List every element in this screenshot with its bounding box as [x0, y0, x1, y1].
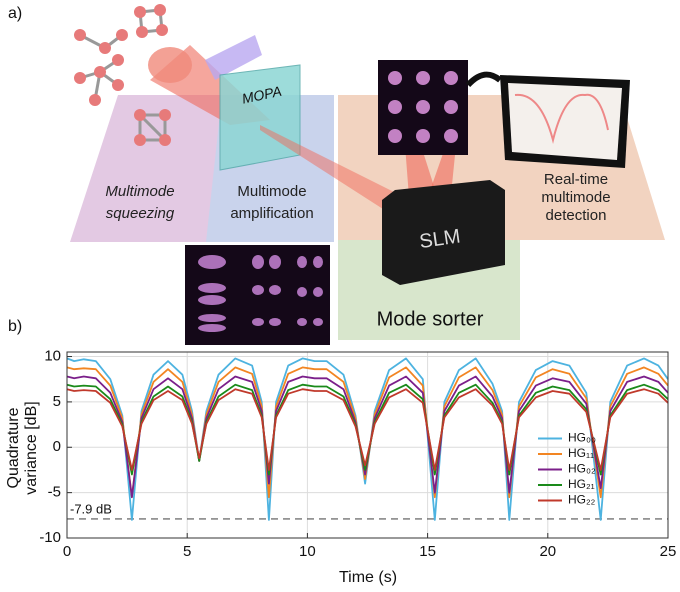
detection-label: multimode	[541, 189, 610, 206]
plot-area	[67, 352, 668, 538]
squeezing-label: squeezing	[106, 205, 175, 222]
y-axis-label: Quadrature	[5, 407, 22, 488]
atoms	[74, 4, 171, 146]
legend-label: HG₀₂	[568, 462, 596, 476]
mode-spots	[388, 71, 458, 143]
detection-label: Real-time	[544, 171, 608, 188]
panel-label: b)	[8, 318, 22, 335]
x-tick-label: 15	[419, 543, 436, 560]
detection-label: detection	[546, 207, 607, 224]
x-tick-label: 20	[539, 543, 556, 560]
series-line	[66, 388, 669, 471]
screen-display	[508, 83, 622, 160]
chart: b) Time (s) Quadrature variance [dB] 0 5 1…	[5, 318, 676, 586]
beam	[260, 125, 410, 220]
x-axis-label: Time (s)	[339, 569, 397, 586]
legend-label: HG₀₀	[568, 431, 596, 445]
slm	[382, 180, 505, 285]
pump-beam	[205, 35, 262, 80]
series-line	[66, 383, 669, 476]
screen-trace	[514, 93, 609, 144]
mopa-crystal	[219, 64, 301, 171]
mode-patterns	[198, 255, 323, 332]
reference-label: -7.9 dB	[70, 501, 112, 516]
amplification-label: Multimode	[237, 183, 306, 200]
legend-label: HG₂₁	[568, 477, 595, 491]
y-tick-label: 0	[53, 438, 61, 455]
y-tick-label: -10	[39, 529, 61, 546]
squeezing-panel	[70, 95, 222, 242]
diagram: a) MOPA	[8, 4, 665, 345]
x-tick-label: 10	[299, 543, 316, 560]
legend-label: HG₂₂	[568, 493, 596, 507]
series-line	[66, 357, 669, 521]
series-line	[66, 375, 669, 499]
y-tick-label: 10	[44, 348, 61, 365]
cable	[465, 71, 502, 88]
squeezing-label: Multimode	[105, 183, 174, 200]
amplification-label: amplification	[230, 205, 313, 222]
series-line	[66, 366, 669, 499]
plot-frame	[66, 351, 669, 539]
y-tick-label: 5	[53, 393, 61, 410]
beam-waist	[148, 47, 192, 83]
x-tick-label: 0	[63, 543, 71, 560]
legend-label: HG₁₁	[568, 446, 594, 460]
x-tick-label: 5	[183, 543, 191, 560]
sorter-label: Mode sorter	[377, 308, 484, 330]
x-tick-label: 25	[660, 543, 677, 560]
y-axis-label: variance [dB]	[23, 401, 40, 494]
y-tick-label: -5	[48, 484, 61, 501]
panel-label: a)	[8, 5, 22, 22]
